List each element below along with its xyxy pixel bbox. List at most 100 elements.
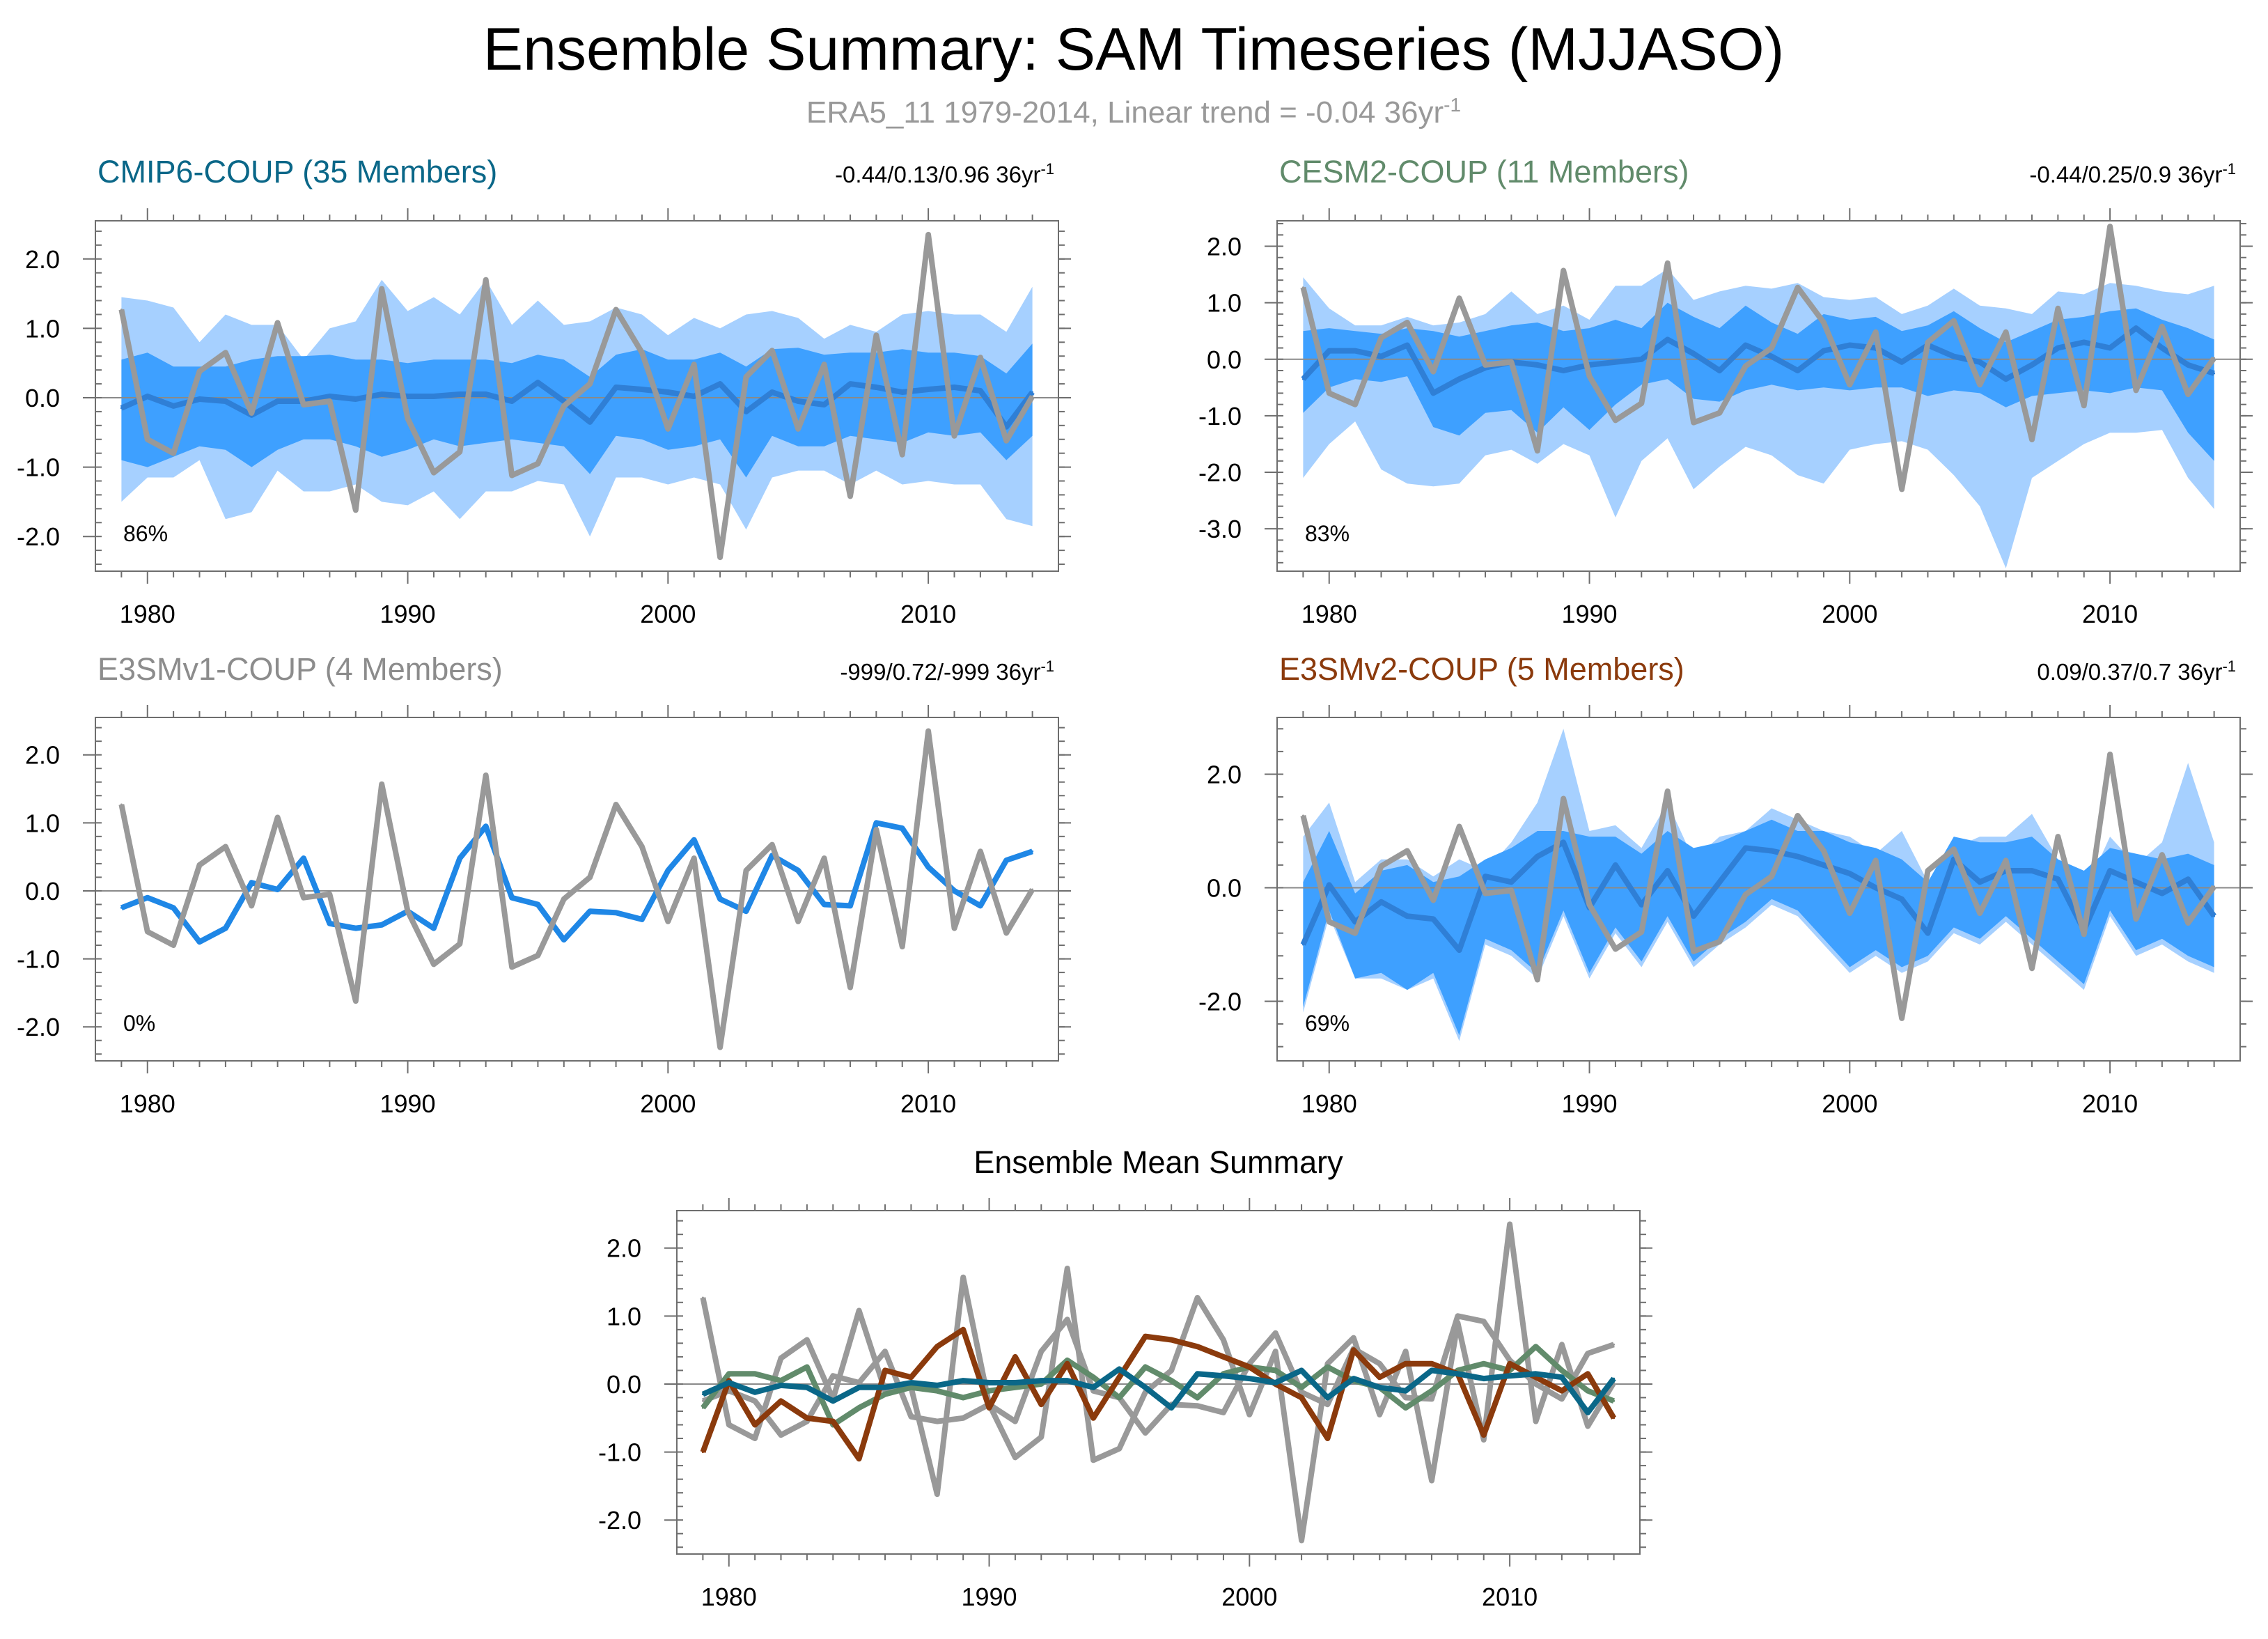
y-tick-label: -2.0 bbox=[598, 1506, 641, 1535]
data-point bbox=[2031, 438, 2033, 441]
data-point bbox=[1040, 1403, 1042, 1406]
data-point bbox=[328, 893, 331, 896]
data-point bbox=[936, 1390, 939, 1392]
data-point bbox=[2109, 753, 2111, 756]
data-point bbox=[884, 1350, 886, 1353]
data-point bbox=[1405, 1390, 1407, 1392]
data-point bbox=[1301, 943, 1304, 946]
data-point bbox=[641, 388, 643, 391]
data-point bbox=[1328, 920, 1331, 923]
data-point bbox=[1848, 872, 1851, 875]
data-point bbox=[1561, 1390, 1563, 1392]
data-point bbox=[831, 1374, 834, 1377]
data-point bbox=[1535, 1376, 1537, 1378]
data-point bbox=[1718, 369, 1721, 372]
panel-stats: 0.09/0.37/0.7 36yr-1 bbox=[2037, 658, 2236, 685]
plot-area-e3smv2 bbox=[1277, 729, 2240, 1041]
data-point bbox=[510, 474, 513, 476]
data-point bbox=[2056, 307, 2059, 310]
data-point bbox=[1561, 1397, 1563, 1400]
data-point bbox=[797, 400, 799, 403]
data-point bbox=[2161, 892, 2164, 895]
y-tick-label: -3.0 bbox=[1198, 515, 1242, 543]
data-point bbox=[1430, 1479, 1433, 1482]
data-point bbox=[1614, 419, 1617, 421]
data-point bbox=[1092, 1459, 1095, 1461]
data-point bbox=[1613, 1399, 1616, 1402]
data-point bbox=[328, 395, 331, 398]
panel-title: E3SMv1-COUP (4 Members) bbox=[97, 651, 503, 687]
data-point bbox=[2031, 869, 2033, 872]
data-point bbox=[1666, 790, 1669, 793]
data-point bbox=[2005, 859, 2008, 862]
data-point bbox=[458, 393, 461, 396]
data-point bbox=[198, 398, 201, 401]
data-point bbox=[1770, 355, 1773, 358]
data-point bbox=[1274, 1369, 1277, 1372]
data-point bbox=[1613, 1377, 1616, 1380]
data-point bbox=[2213, 885, 2216, 888]
data-point bbox=[849, 904, 852, 907]
data-point bbox=[1405, 1397, 1407, 1399]
data-point bbox=[1066, 1362, 1069, 1365]
data-point bbox=[1144, 1391, 1147, 1394]
data-point bbox=[988, 1390, 990, 1392]
data-point bbox=[1875, 859, 1877, 862]
data-point bbox=[1222, 1356, 1225, 1358]
data-point bbox=[1536, 979, 1539, 981]
data-point bbox=[1953, 858, 1955, 861]
data-point bbox=[1666, 262, 1669, 265]
data-point bbox=[1692, 915, 1695, 917]
data-point bbox=[1014, 1356, 1017, 1358]
data-point bbox=[1770, 347, 1773, 349]
series-cmip6-coup bbox=[701, 1366, 1616, 1415]
series-line-ensemble-mean bbox=[120, 380, 1035, 430]
data-point bbox=[1406, 344, 1409, 346]
data-point bbox=[771, 349, 774, 352]
data-point bbox=[1144, 1335, 1147, 1338]
data-point bbox=[831, 1399, 834, 1402]
data-point bbox=[1484, 875, 1487, 878]
data-point bbox=[1300, 1369, 1303, 1372]
data-point bbox=[120, 906, 123, 909]
data-point bbox=[884, 1386, 886, 1389]
series-line-ensemble-mean bbox=[1300, 839, 2216, 954]
data-point bbox=[858, 1457, 861, 1460]
data-point bbox=[666, 920, 669, 923]
data-point bbox=[485, 393, 487, 396]
data-point bbox=[936, 1420, 939, 1423]
data-point bbox=[1586, 1372, 1589, 1375]
x-tick-label: 1980 bbox=[1301, 1089, 1357, 1118]
x-tick-label: 2000 bbox=[1221, 1583, 1277, 1611]
data-point bbox=[302, 857, 305, 860]
data-point bbox=[2187, 878, 2189, 880]
figure-subtitle: ERA5_11 1979-2014, Linear trend = -0.04 … bbox=[806, 94, 1461, 130]
data-point bbox=[1222, 1374, 1225, 1377]
plot-area-cesm2 bbox=[1277, 224, 2240, 568]
data-point bbox=[1927, 869, 1929, 872]
data-point bbox=[432, 472, 435, 474]
series-line-era5-11 bbox=[118, 231, 1035, 561]
data-point bbox=[1300, 1397, 1303, 1399]
data-point bbox=[1405, 1350, 1407, 1353]
x-tick-label: 1990 bbox=[380, 1089, 435, 1118]
data-point bbox=[328, 922, 331, 925]
panel-stats-text: 0.09/0.37/0.7 36yr bbox=[2037, 659, 2222, 685]
data-point bbox=[1406, 850, 1409, 852]
data-point bbox=[250, 412, 253, 414]
panel-stats-superscript: -1 bbox=[1040, 160, 1054, 178]
data-point bbox=[146, 438, 149, 441]
data-point bbox=[1005, 859, 1008, 862]
data-point bbox=[1900, 1017, 1903, 1020]
panel-stats-superscript: -1 bbox=[2222, 658, 2236, 675]
data-point bbox=[1535, 1383, 1537, 1385]
data-point bbox=[1092, 1390, 1095, 1392]
data-point bbox=[1354, 920, 1356, 923]
data-point bbox=[1118, 1397, 1120, 1399]
data-point bbox=[1483, 1434, 1485, 1436]
panel-percentage: 83% bbox=[1305, 521, 1350, 546]
data-point bbox=[2056, 878, 2059, 880]
data-point bbox=[884, 1369, 886, 1372]
data-point bbox=[753, 1391, 756, 1394]
